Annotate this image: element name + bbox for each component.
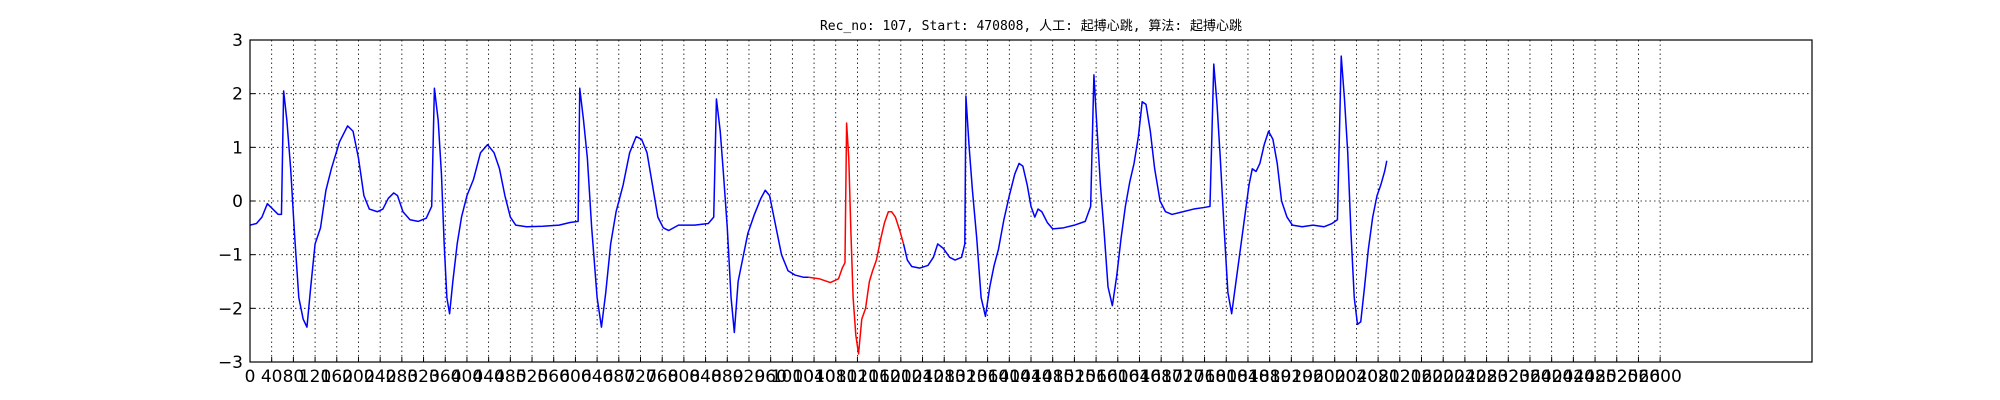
- x-tick-label: 2440: [1552, 367, 1595, 387]
- ecg-series-line-2: [902, 55, 1388, 326]
- x-tick-label: 40: [261, 367, 283, 387]
- x-tick-label: 1160: [858, 367, 901, 387]
- x-tick-label: 2360: [1508, 367, 1551, 387]
- x-tick-label: 2320: [1487, 367, 1530, 387]
- y-tick-label: −3: [218, 353, 243, 373]
- y-tick-label: −1: [218, 246, 243, 266]
- x-tick-label: 840: [689, 367, 721, 387]
- grid-lines: [249, 39, 1812, 363]
- x-tick-label: 560: [537, 367, 569, 387]
- x-tick-label: 2600: [1639, 367, 1682, 387]
- x-tick-label: 1440: [1009, 367, 1052, 387]
- x-tick-label: 2040: [1335, 367, 1378, 387]
- x-tick-label: 400: [451, 367, 483, 387]
- x-tick-label: 1640: [1118, 367, 1161, 387]
- x-tick-label: 1680: [1140, 367, 1183, 387]
- x-tick-label: 1280: [923, 367, 966, 387]
- x-tick-label: 1400: [988, 367, 1031, 387]
- x-tick-label: 2560: [1617, 367, 1660, 387]
- x-tick-label: 1480: [1031, 367, 1074, 387]
- x-tick-label: 1240: [901, 367, 944, 387]
- x-tick-label: 680: [603, 367, 635, 387]
- x-tick-label: 2280: [1465, 367, 1508, 387]
- ecg-series-line-1: [808, 122, 905, 355]
- x-tick-label: 1800: [1205, 367, 1248, 387]
- y-tick-label: 2: [232, 85, 243, 105]
- ecg-series-line-0: [249, 87, 809, 334]
- x-tick-label: 240: [364, 367, 396, 387]
- x-tick-label: 2200: [1422, 367, 1465, 387]
- x-tick-label: 160: [321, 367, 353, 387]
- y-tick-label: 0: [232, 192, 243, 212]
- x-tick-label: 480: [494, 367, 526, 387]
- x-tick-label: 2240: [1443, 367, 1486, 387]
- x-tick-label: 440: [472, 367, 504, 387]
- y-tick-label: 1: [232, 138, 243, 158]
- y-tick-label: 3: [232, 31, 243, 51]
- x-tick-label: 2480: [1573, 367, 1616, 387]
- x-tick-label: 600: [559, 367, 591, 387]
- x-tick-label: 1080: [814, 367, 857, 387]
- x-tick-label: 960: [754, 367, 786, 387]
- x-tick-label: 1760: [1183, 367, 1226, 387]
- x-tick-label: 320: [407, 367, 439, 387]
- x-tick-label: 1880: [1248, 367, 1291, 387]
- x-tick-label: 880: [711, 367, 743, 387]
- x-tick-label: 2400: [1530, 367, 1573, 387]
- x-tick-label: 1000: [771, 367, 814, 387]
- chart-title: Rec_no: 107, Start: 470808, 人工: 起搏心跳, 算法…: [820, 18, 1242, 34]
- x-tick-label: 360: [429, 367, 461, 387]
- x-tick-label: 1200: [879, 367, 922, 387]
- x-axis-ticks: 0 40 8012016020024028032036040044048052056…: [245, 357, 1682, 387]
- x-tick-label: 1600: [1096, 367, 1139, 387]
- x-tick-label: 760: [646, 367, 678, 387]
- x-tick-label: 2000: [1313, 367, 1356, 387]
- x-tick-label: 2520: [1595, 367, 1638, 387]
- x-tick-label: 120: [299, 367, 331, 387]
- x-tick-label: 1120: [836, 367, 879, 387]
- x-tick-label: 1320: [944, 367, 987, 387]
- x-tick-label: 2080: [1356, 367, 1399, 387]
- x-tick-label: 2160: [1400, 367, 1443, 387]
- x-tick-label: 1560: [1074, 367, 1117, 387]
- x-tick-label: 920: [733, 367, 765, 387]
- x-tick-label: 720: [624, 367, 656, 387]
- x-tick-label: 520: [516, 367, 548, 387]
- x-tick-label: 280: [386, 367, 418, 387]
- x-tick-label: 640: [581, 367, 613, 387]
- x-tick-label: 1920: [1270, 367, 1313, 387]
- x-tick-label: 1520: [1053, 367, 1096, 387]
- x-tick-label: 1040: [792, 367, 835, 387]
- x-tick-label: 2120: [1378, 367, 1421, 387]
- series-group: [249, 55, 1388, 355]
- x-tick-label: 80: [283, 367, 305, 387]
- x-tick-label: 800: [668, 367, 700, 387]
- x-tick-label: 1720: [1161, 367, 1204, 387]
- x-tick-label: 1840: [1226, 367, 1269, 387]
- x-tick-label: 1360: [966, 367, 1009, 387]
- x-tick-label: 200: [342, 367, 374, 387]
- x-tick-label: 0: [245, 367, 256, 387]
- x-tick-label: 1960: [1291, 367, 1334, 387]
- y-tick-label: −2: [218, 299, 243, 319]
- y-axis-ticks: −3 −2 −1 0 1 2 3: [218, 31, 255, 373]
